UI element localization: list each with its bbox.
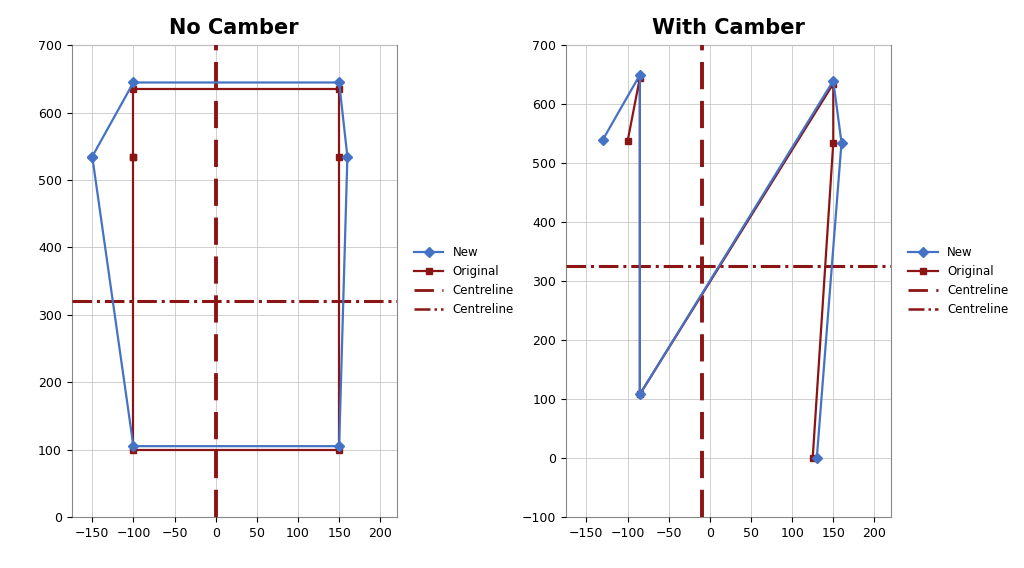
Title: No Camber: No Camber (169, 18, 299, 38)
Title: With Camber: With Camber (652, 18, 805, 38)
Legend: New, Original, Centreline, Centreline: New, Original, Centreline, Centreline (903, 241, 1013, 321)
Legend: New, Original, Centreline, Centreline: New, Original, Centreline, Centreline (410, 241, 519, 321)
